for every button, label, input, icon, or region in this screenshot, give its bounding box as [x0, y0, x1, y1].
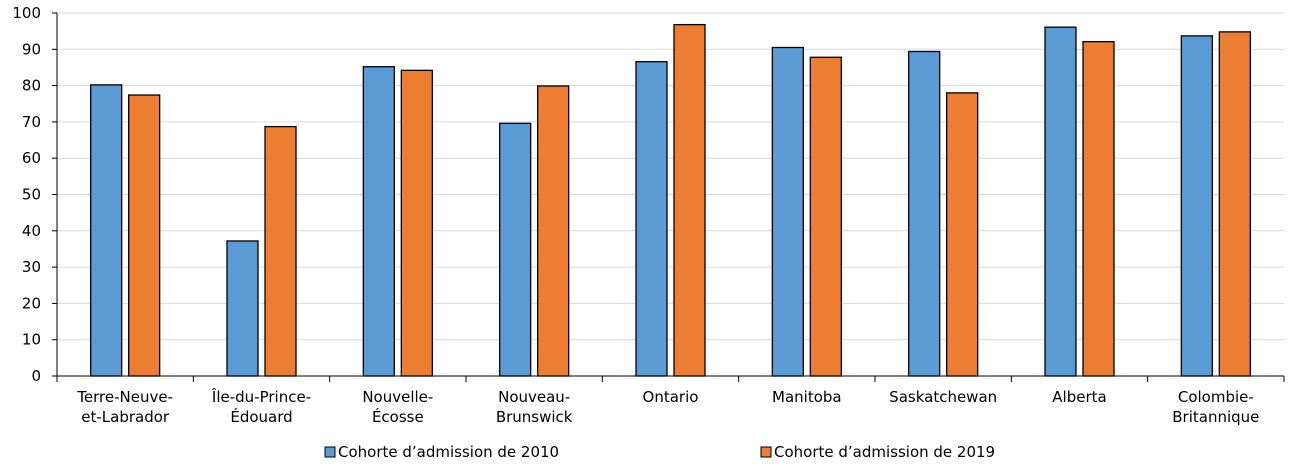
- legend-swatch-0: [324, 446, 336, 458]
- bar-2019-6: [946, 92, 979, 377]
- legend-label-0: Cohorte d’admission de 2010: [338, 443, 559, 461]
- bar-2010-5: [771, 46, 804, 377]
- x-axis-labels: Terre-Neuve-et-Labrador Île-du-Prince-Édo…: [76, 387, 1259, 426]
- bar-2019-7: [1082, 41, 1115, 377]
- x-tick-label: Manitoba: [772, 388, 842, 406]
- legend-swatch-1: [760, 446, 772, 458]
- bar-2019-5: [809, 56, 842, 377]
- bar-2010-4: [635, 60, 668, 377]
- y-tick-label: 70: [22, 113, 41, 131]
- bar-2019-2: [400, 69, 433, 377]
- x-tick-label: Nouvelle-: [362, 388, 433, 406]
- x-tick-label: Saskatchewan: [889, 388, 997, 406]
- y-tick-label: 20: [22, 294, 41, 312]
- legend-label-1: Cohorte d’admission de 2019: [774, 443, 995, 461]
- bar-2019-4: [673, 23, 706, 377]
- x-tick-label: Terre-Neuve-: [76, 388, 173, 406]
- y-tick-label: 30: [22, 258, 41, 276]
- y-axis-ticks: 0 10 20 30 40 50 60 70 80 90 100: [12, 4, 41, 385]
- x-tick-label: Brunswick: [496, 408, 573, 426]
- y-tick-label: 50: [22, 186, 41, 204]
- gridlines: [57, 12, 1284, 341]
- y-tick-label: 90: [22, 40, 41, 58]
- bar-2010-1: [226, 240, 259, 377]
- y-tick-label: 0: [31, 367, 41, 385]
- bar-2010-6: [908, 50, 941, 377]
- y-tick-label: 80: [22, 77, 41, 95]
- bar-2019-8: [1218, 31, 1251, 377]
- bar-2019-0: [128, 94, 161, 377]
- bar-2010-0: [90, 84, 123, 377]
- x-tick-label: Île-du-Prince-: [211, 387, 311, 406]
- x-tick-label: Alberta: [1052, 388, 1106, 406]
- legend: Cohorte d’admission de 2010 Cohorte d’adm…: [324, 443, 995, 461]
- bar-2019-3: [537, 85, 570, 377]
- bar-2010-2: [362, 66, 395, 377]
- x-tick-label: Édouard: [230, 407, 292, 426]
- x-tick-label: Colombie-: [1178, 388, 1254, 406]
- x-tick-label: Nouveau-: [498, 388, 570, 406]
- y-tick-label: 100: [12, 4, 41, 22]
- x-tick-label: Ontario: [643, 388, 699, 406]
- x-tick-label: Britannique: [1172, 408, 1259, 426]
- axes: [52, 12, 1285, 382]
- bar-2010-8: [1180, 35, 1213, 377]
- x-tick-label: Écosse: [372, 407, 424, 426]
- bar-2019-1: [264, 125, 297, 377]
- y-tick-label: 60: [22, 149, 41, 167]
- bar-2010-7: [1044, 26, 1077, 377]
- bars: [90, 23, 1251, 377]
- y-tick-label: 40: [22, 222, 41, 240]
- y-tick-label: 10: [22, 331, 41, 349]
- bar-2010-3: [499, 122, 532, 377]
- x-tick-label: et-Labrador: [81, 408, 170, 426]
